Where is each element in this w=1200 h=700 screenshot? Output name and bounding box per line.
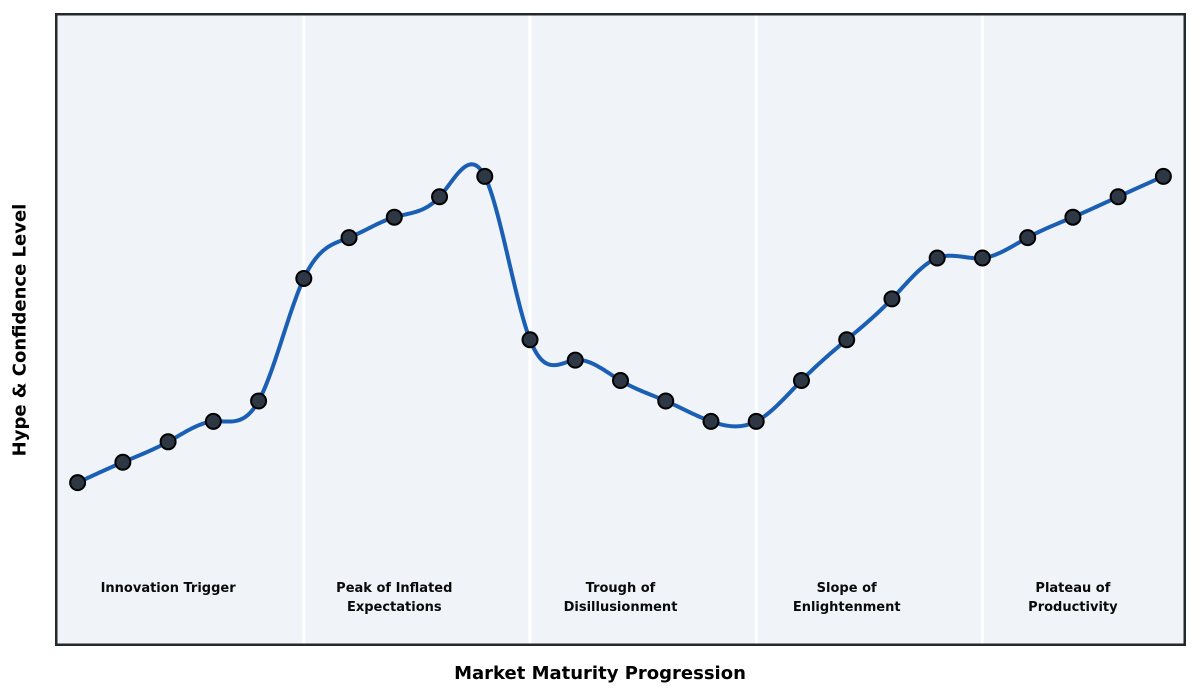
data-point-marker <box>838 331 856 349</box>
data-point-marker <box>476 167 494 185</box>
phase-label: Innovation Trigger <box>101 579 236 598</box>
data-point-marker <box>747 412 765 430</box>
phase-label-line: Productivity <box>1028 600 1118 615</box>
data-point-marker <box>792 372 810 390</box>
data-point-marker <box>657 392 675 410</box>
data-point-marker <box>1154 167 1172 185</box>
data-point-marker <box>612 372 629 390</box>
data-point-marker <box>1109 188 1127 206</box>
phase-label-line: Expectations <box>346 600 442 615</box>
phase-label-line: Plateau of <box>1035 581 1111 596</box>
data-point-marker <box>1019 229 1037 247</box>
data-point-marker <box>702 412 720 430</box>
phase-label-line: Disillusionment <box>563 600 678 615</box>
phase-label: Peak of Inflated Expectations <box>336 579 452 617</box>
plot-area: Innovation Trigger Peak of Inflated Expect… <box>55 13 1186 646</box>
x-axis-title: Market Maturity Progression <box>454 663 746 684</box>
phase-label: Slope of Enlightenment <box>793 579 901 617</box>
phase-label: Trough of Disillusionment <box>564 579 678 617</box>
data-point-marker <box>883 290 901 308</box>
data-point-marker <box>521 331 539 349</box>
data-point-marker <box>431 188 449 206</box>
phase-label-line: Enlightenment <box>792 600 901 615</box>
data-point-marker <box>566 351 584 369</box>
y-axis-title: Hype & Confidence Level <box>9 203 31 457</box>
data-point-marker <box>1064 208 1082 226</box>
phase-label-line: Trough of <box>585 581 656 596</box>
data-point-marker <box>204 412 222 430</box>
data-point-marker <box>928 249 946 267</box>
data-point-marker <box>114 453 132 471</box>
phase-label-line: Innovation Trigger <box>100 581 236 596</box>
data-point-marker <box>973 249 991 267</box>
data-point-marker <box>295 269 313 287</box>
plot-frame <box>55 13 1186 646</box>
phase-label-line: Peak of Inflated <box>336 581 453 596</box>
phase-label: Plateau of Productivity <box>1028 579 1117 617</box>
data-point-marker <box>340 229 358 247</box>
plot-background <box>55 13 1186 646</box>
phase-label-line: Slope of <box>816 581 877 596</box>
data-point-marker <box>159 433 177 451</box>
chart-canvas <box>55 13 1186 646</box>
data-point-marker <box>69 474 87 492</box>
data-point-marker <box>250 392 268 410</box>
data-point-marker <box>385 208 403 226</box>
